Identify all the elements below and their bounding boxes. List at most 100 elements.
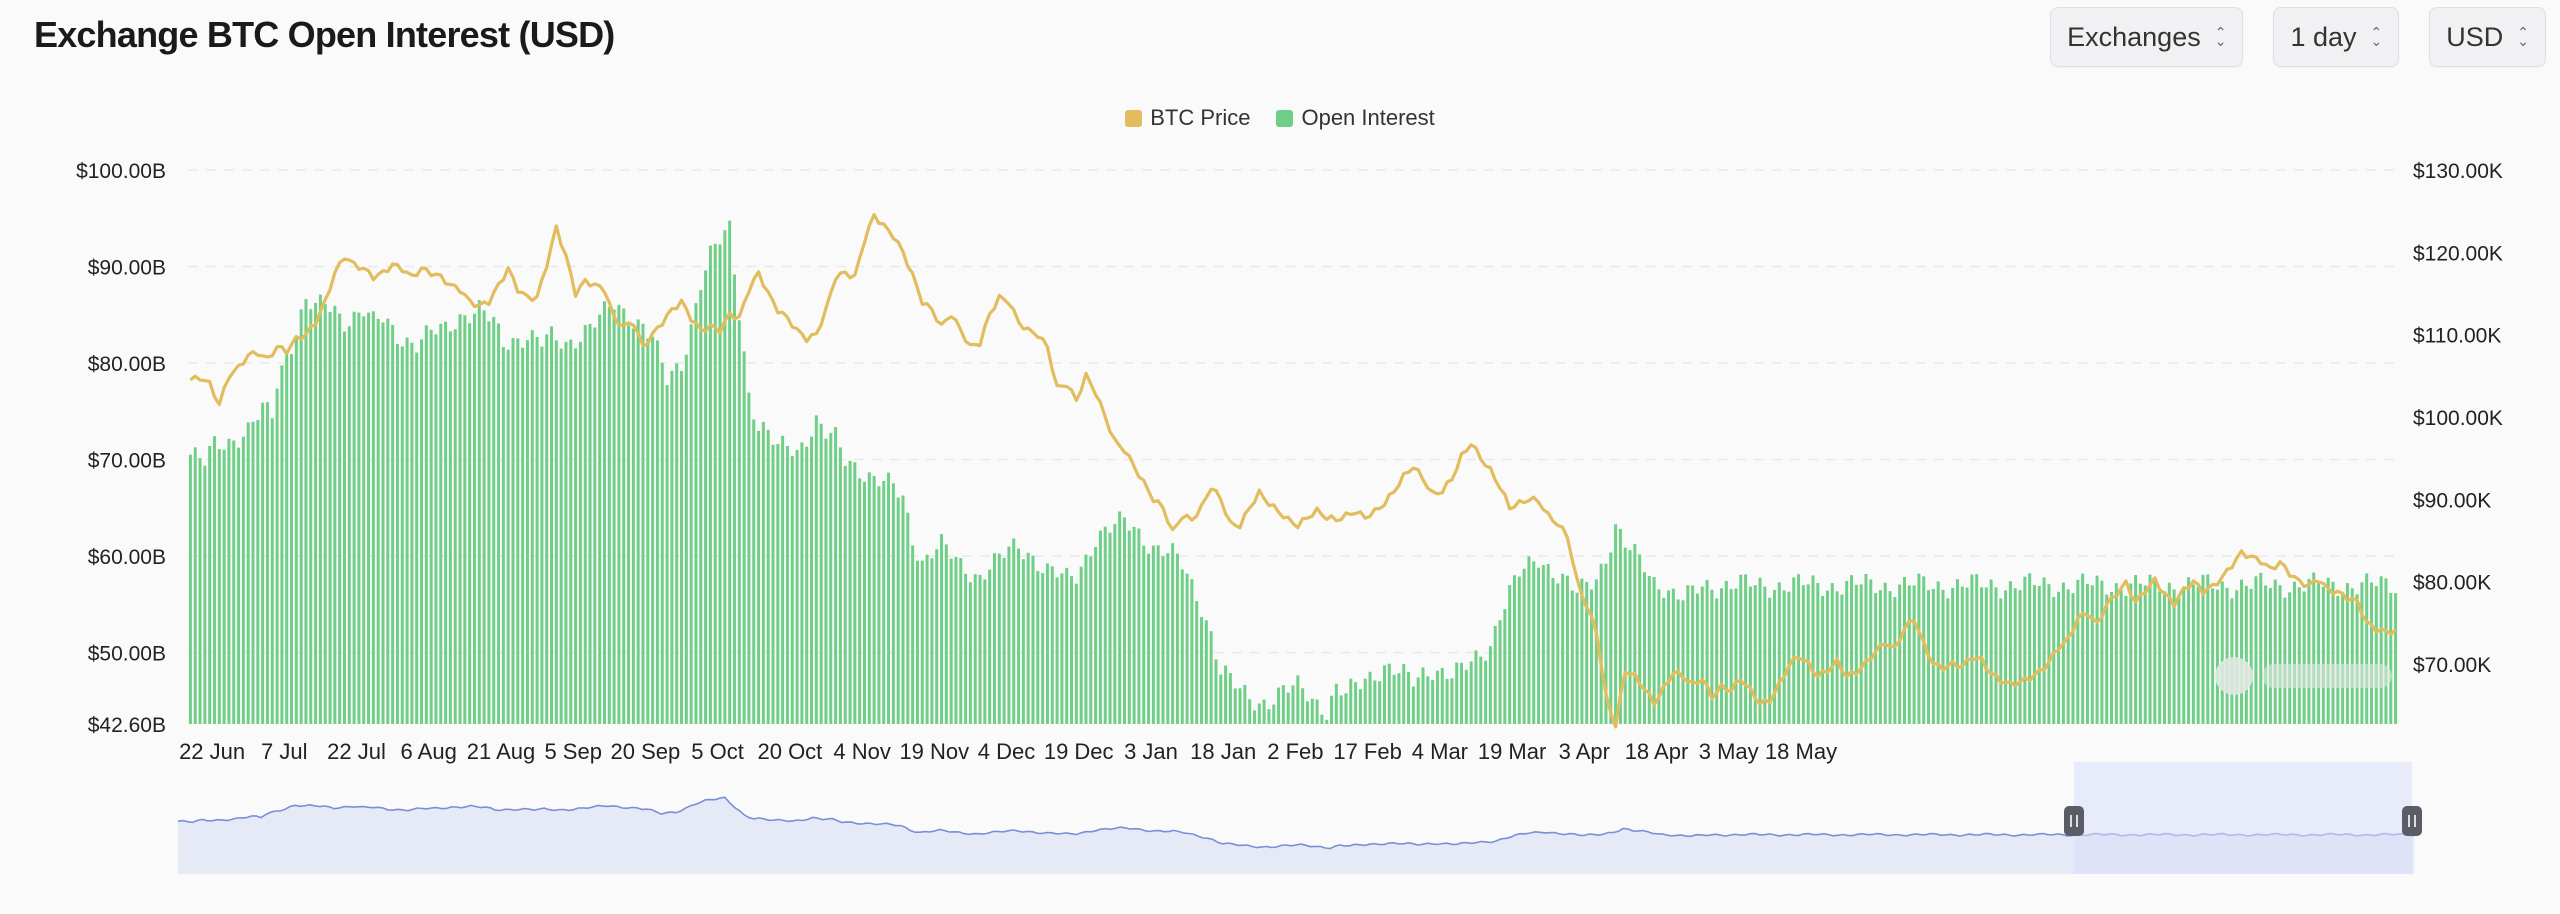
x-tick-label: 20 Sep	[611, 739, 681, 764]
oi-bar	[1349, 678, 1353, 724]
oi-bar	[420, 339, 424, 724]
oi-bar	[1435, 670, 1439, 724]
oi-bar	[2100, 580, 2104, 724]
watermark-wordmark	[2262, 664, 2392, 688]
oi-bar	[1084, 554, 1088, 724]
oi-bar	[1599, 563, 1603, 724]
oi-bar	[492, 316, 496, 724]
oi-bar	[2042, 577, 2046, 724]
exchanges-select[interactable]: Exchanges ⌃ ⌄	[2050, 7, 2244, 67]
y-left-tick-label: $80.00B	[88, 353, 166, 376]
oi-bar	[1272, 704, 1276, 724]
oi-bar	[1739, 574, 1743, 724]
oi-bar	[2283, 597, 2287, 724]
oi-bar	[1975, 574, 1979, 724]
oi-bar	[2317, 583, 2321, 724]
oi-bar	[1493, 625, 1497, 724]
oi-bar	[2389, 592, 2393, 724]
y-right-tick-label: $130.00K	[2413, 160, 2503, 183]
oi-bar	[1902, 576, 1906, 724]
oi-bar	[915, 560, 919, 724]
oi-bar	[1854, 584, 1858, 724]
oi-bar	[1628, 550, 1632, 724]
oi-bar	[891, 483, 895, 724]
legend-item-open-interest[interactable]: Open Interest	[1276, 105, 1435, 131]
oi-bar	[2264, 585, 2268, 724]
y-axis-right: $130.00K $120.00K $110.00K $100.00K $90.00K $…	[2413, 160, 2503, 677]
oi-bar	[1797, 574, 1801, 724]
oi-bar	[410, 342, 414, 724]
oi-bar	[1151, 545, 1155, 724]
oi-bar	[564, 341, 568, 724]
chevron-updown-icon: ⌃ ⌄	[2517, 24, 2529, 49]
oi-bar	[2249, 588, 2253, 724]
oi-bar	[737, 320, 741, 724]
oi-bar	[593, 327, 597, 724]
oi-bar	[285, 354, 289, 724]
page-title: Exchange BTC Open Interest (USD)	[34, 14, 615, 55]
oi-bar	[1801, 585, 1805, 724]
oi-bar	[2220, 581, 2224, 724]
oi-bar	[1551, 577, 1555, 724]
oi-bar	[1980, 587, 1984, 724]
oi-bar	[964, 573, 968, 724]
oi-bar	[2394, 593, 2398, 724]
oi-bar	[800, 442, 804, 724]
legend-item-btc-price[interactable]: BTC Price	[1125, 105, 1250, 131]
oi-bar	[997, 553, 1001, 724]
navigator-handle-left[interactable]	[2064, 806, 2084, 836]
oi-bar	[598, 314, 602, 724]
currency-select[interactable]: USD ⌃ ⌄	[2429, 7, 2546, 67]
oi-bar	[2158, 591, 2162, 724]
oi-bar	[1806, 584, 1810, 724]
interval-select[interactable]: 1 day ⌃ ⌄	[2273, 7, 2400, 67]
oi-bar	[1777, 582, 1781, 724]
oi-bar	[911, 545, 915, 724]
oi-bar	[877, 486, 881, 724]
oi-bar	[1590, 589, 1594, 724]
oi-bar	[1662, 597, 1666, 724]
oi-bar	[1503, 609, 1507, 724]
oi-bar	[1922, 576, 1926, 724]
oi-bar	[959, 558, 963, 724]
oi-bar	[1700, 586, 1704, 724]
oi-bar	[2023, 576, 2027, 724]
oi-bar	[1455, 662, 1459, 724]
oi-bar	[472, 313, 476, 724]
oi-bar	[540, 346, 544, 724]
oi-bar	[1821, 595, 1825, 724]
oi-bar	[198, 458, 202, 724]
y-right-tick-label: $70.00K	[2413, 654, 2491, 677]
oi-bar	[1070, 576, 1074, 724]
oi-bar	[1079, 566, 1083, 724]
x-tick-label: 3 Jan	[1124, 739, 1178, 764]
oi-bar	[1320, 714, 1324, 724]
chevron-updown-icon: ⌃ ⌄	[2370, 24, 2383, 49]
oi-bar	[1021, 559, 1025, 724]
oi-bar	[2336, 595, 2340, 724]
oi-bar	[1407, 671, 1411, 724]
oi-bar	[992, 553, 996, 724]
oi-bar	[617, 304, 621, 724]
oi-bar	[463, 315, 467, 724]
oi-bar	[280, 365, 284, 724]
x-tick-label: 19 Nov	[899, 739, 969, 764]
oi-bar	[988, 569, 992, 724]
oi-bar	[299, 309, 303, 724]
oi-bar	[1874, 593, 1878, 724]
y-left-tick-label: $42.60B	[88, 714, 166, 737]
navigator-handle-right[interactable]	[2402, 806, 2422, 836]
oi-bar	[1450, 678, 1454, 724]
chart-grid	[188, 169, 2398, 654]
oi-bar	[699, 290, 703, 724]
oi-bar	[1604, 563, 1608, 724]
oi-bar	[2288, 592, 2292, 724]
oi-bar	[1045, 563, 1049, 724]
oi-bar	[1175, 553, 1179, 724]
navigator-window[interactable]	[2074, 762, 2412, 874]
oi-bar	[607, 306, 611, 724]
x-tick-label: 6 Aug	[401, 739, 457, 764]
oi-bar	[1224, 665, 1228, 724]
oi-bar	[554, 340, 558, 724]
oi-bar	[1195, 601, 1199, 724]
